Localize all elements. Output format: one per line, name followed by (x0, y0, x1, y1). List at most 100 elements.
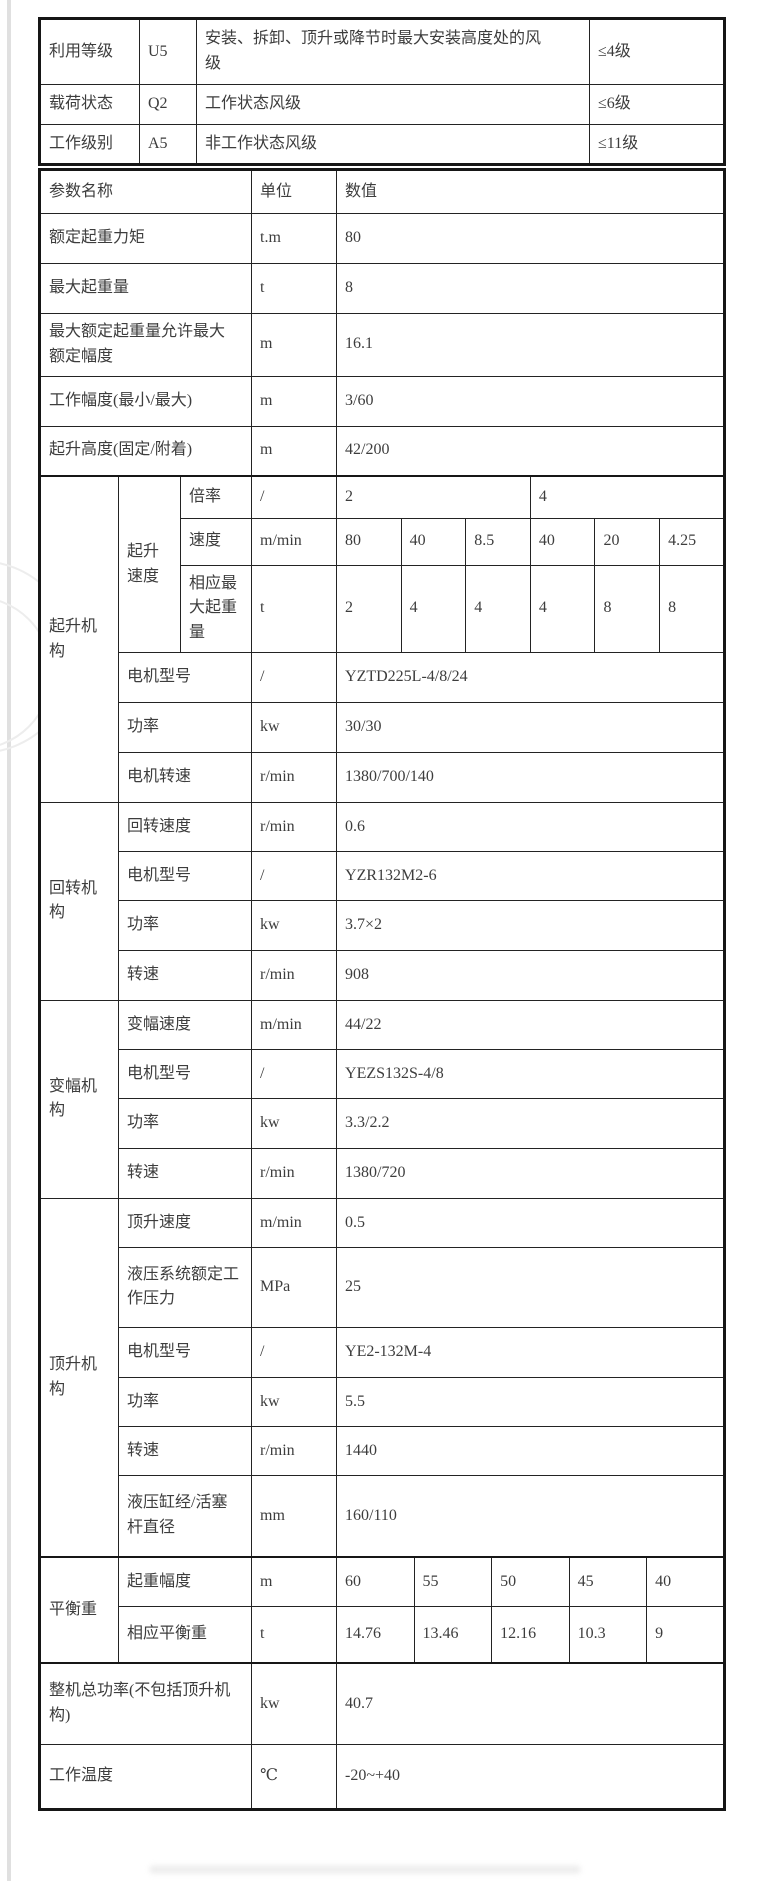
unit-cell: m (251, 425, 338, 477)
unit-cell: t (251, 564, 338, 653)
table-row: 相应平衡重 t 14.76 13.46 12.16 10.3 9 (40, 1605, 726, 1664)
class-desc-cell: 非工作状态风级 (196, 124, 590, 165)
value-cell: YE2-132M-4 (336, 1326, 726, 1378)
value-cell: 4.25 (659, 517, 726, 566)
value-cell: YEZS132S-4/8 (336, 1048, 726, 1099)
value-cell: 8 (336, 263, 726, 314)
param-label-cell: 速度 (179, 517, 253, 566)
value-cell: 8 (594, 564, 661, 653)
param-label-cell: 液压缸经/活塞杆直径 (117, 1474, 253, 1558)
value-cell: 2 (336, 564, 402, 653)
table-row: 速度 m/min 80 40 8.5 40 20 4.25 (40, 517, 726, 566)
value-cell: 25 (336, 1246, 726, 1328)
class-desc-cell: 安装、拆卸、顶升或降节时最大安装高度处的风级 (196, 18, 590, 85)
unit-cell: / (251, 1326, 338, 1378)
table-row: 变幅机构 变幅速度 m/min 44/22 (39, 999, 726, 1199)
class-value-cell: ≤4级 (589, 18, 725, 85)
unit-cell: m/min (251, 1197, 338, 1248)
unit-cell: r/min (251, 1147, 338, 1199)
unit-cell: t (251, 263, 338, 314)
param-label-cell: 功率 (117, 1097, 253, 1149)
value-cell: 42/200 (336, 425, 726, 477)
page-bottom-smudge (150, 1866, 580, 1873)
param-label-cell: 转速 (117, 1147, 253, 1199)
value-cell: 4 (465, 564, 531, 653)
value-cell: -20~+40 (336, 1743, 726, 1810)
value-cell: YZTD225L-4/8/24 (336, 651, 726, 703)
unit-cell: / (251, 1048, 338, 1099)
value-cell: 9 (646, 1605, 726, 1664)
table-row: 功率 kw 3.3/2.2 (40, 1097, 726, 1149)
unit-cell: t (251, 1605, 338, 1664)
value-cell: 5.5 (336, 1376, 726, 1427)
value-cell: 8.5 (465, 517, 531, 566)
value-cell: 80 (336, 517, 402, 566)
value-cell: 0.6 (336, 801, 726, 852)
value-cell: 908 (336, 949, 726, 1001)
value-cell: 1380/720 (336, 1147, 726, 1199)
table-row: 转速 r/min 908 (40, 949, 726, 1001)
value-cell: 13.46 (413, 1605, 493, 1664)
unit-cell: kw (251, 701, 338, 753)
classification-table: 利用等级 U5 安装、拆卸、顶升或降节时最大安装高度处的风级 ≤4级 载荷状态 … (38, 17, 726, 166)
param-label-cell: 转速 (117, 1425, 253, 1476)
group-cell-counterweight: 平衡重 (39, 1556, 119, 1664)
param-label-cell: 工作温度 (38, 1743, 253, 1810)
table-row: 功率 kw 3.7×2 (40, 899, 726, 951)
parameter-table: 参数名称 单位 数值 额定起重力矩 t.m 80 最大起重量 t 8 最大额定起… (38, 168, 727, 1811)
param-label-cell: 转速 (117, 949, 253, 1001)
value-cell: 4 (529, 475, 726, 519)
table-row: 电机型号 / YZTD225L-4/8/24 (40, 651, 726, 703)
unit-cell: / (251, 850, 338, 901)
param-label-cell: 电机转速 (117, 751, 253, 803)
table-row: 顶升机构 顶升速度 m/min 0.5 (39, 1197, 726, 1558)
table-row: 工作级别 A5 非工作状态风级 ≤11级 (39, 124, 725, 165)
param-label-cell: 整机总功率(不包括顶升机构) (38, 1662, 253, 1745)
value-cell: 55 (413, 1556, 493, 1607)
value-cell: 40.7 (336, 1662, 726, 1745)
class-code-cell: Q2 (139, 84, 197, 125)
param-label-cell: 倍率 (179, 475, 253, 519)
class-desc-cell: 工作状态风级 (196, 84, 590, 125)
table-row: 转速 r/min 1440 (40, 1425, 726, 1476)
class-code-cell: A5 (139, 124, 197, 165)
param-label-cell: 相应平衡重 (117, 1605, 253, 1664)
unit-cell: / (251, 651, 338, 703)
table-header-row: 参数名称 单位 数值 (38, 169, 726, 214)
unit-cell: t.m (251, 213, 338, 264)
unit-cell: m/min (251, 517, 338, 566)
value-cell: YZR132M2-6 (336, 850, 726, 901)
value-cell: 45 (568, 1556, 648, 1607)
header-unit: 单位 (251, 169, 338, 214)
table-row: 功率 kw 5.5 (40, 1376, 726, 1427)
value-cell: 8 (659, 564, 726, 653)
table-row: 平衡重 起重幅度 m 60 55 50 45 40 (39, 1556, 726, 1664)
value-cell: 160/110 (336, 1474, 726, 1558)
param-label-cell: 额定起重力矩 (38, 213, 253, 264)
unit-cell: kw (251, 1376, 338, 1427)
value-cell: 1380/700/140 (336, 751, 726, 803)
param-label-cell: 电机型号 (117, 1048, 253, 1099)
unit-cell: ℃ (251, 1743, 338, 1810)
table-row: 回转机构 回转速度 r/min 0.6 (39, 801, 726, 1001)
value-cell: 16.1 (336, 313, 726, 377)
param-label-cell: 功率 (117, 1376, 253, 1427)
value-cell: 2 (336, 475, 531, 519)
table-row: 整机总功率(不包括顶升机构) kw 40.7 (38, 1662, 726, 1745)
group-cell-luff: 变幅机构 (39, 999, 119, 1199)
value-cell: 10.3 (568, 1605, 648, 1664)
subgroup-cell-hoist-speed: 起升速度 (118, 475, 181, 653)
unit-cell: m (251, 313, 338, 377)
unit-cell: m (251, 375, 338, 427)
value-cell: 40 (646, 1556, 726, 1607)
param-label-cell: 顶升速度 (117, 1197, 253, 1248)
param-label-cell: 起重幅度 (117, 1556, 253, 1607)
param-label-cell: 相应最大起重量 (179, 564, 253, 653)
class-label-cell: 工作级别 (39, 124, 140, 165)
header-value: 数值 (336, 169, 726, 214)
class-value-cell: ≤6级 (589, 84, 725, 125)
unit-cell: mm (251, 1474, 338, 1558)
class-code-cell: U5 (139, 18, 197, 85)
value-cell: 4 (529, 564, 596, 653)
table-row: 电机型号 / YE2-132M-4 (40, 1326, 726, 1378)
